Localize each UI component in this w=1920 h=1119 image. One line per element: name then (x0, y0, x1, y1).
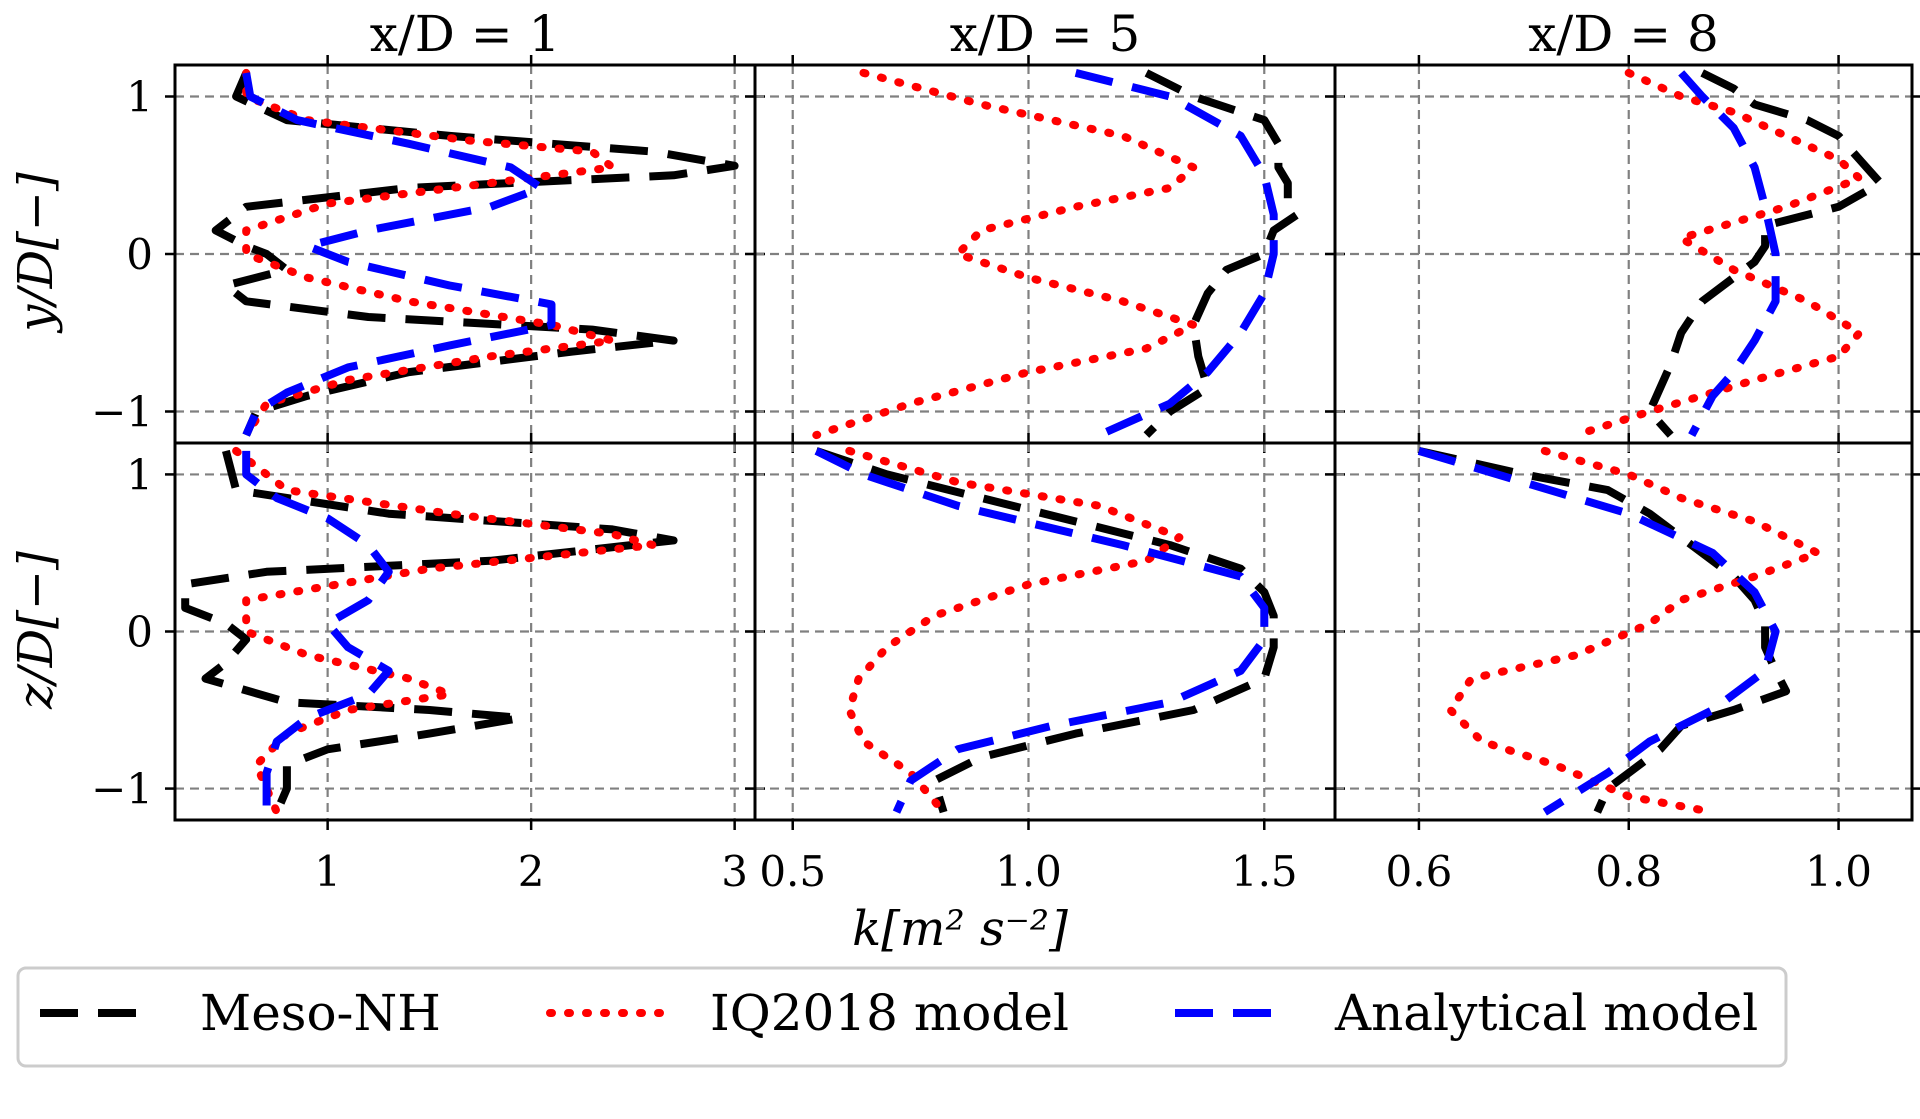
x-tick-label: 1.0 (1805, 847, 1872, 896)
series-line-meso-nh (211, 71, 739, 437)
panel-2: x/D = 5 (745, 5, 1345, 453)
row-ylabels: y/D[−] z/D[−] (8, 172, 64, 710)
legend-label: Analytical model (1334, 984, 1758, 1042)
legend-label: IQ2018 model (710, 984, 1069, 1042)
series-group (812, 68, 1302, 440)
panel-title: x/D = 8 (1528, 5, 1719, 63)
series-group (211, 68, 739, 440)
series-line-meso-nh (1418, 446, 1791, 814)
series-group (1572, 68, 1885, 440)
series-line-iq2018-model (812, 68, 1198, 440)
x-tick-label: 0.8 (1595, 847, 1662, 896)
x-tick-label: 1.5 (1231, 847, 1298, 896)
panel-6: 0.6 0.8 1.0 (1325, 433, 1920, 896)
panel-3: x/D = 8 (1325, 5, 1920, 453)
panel-5: 0.5 1.0 1.5 (745, 433, 1345, 896)
legend-frame (16, 966, 1788, 1068)
ylabel-row1: y/D[−] (8, 172, 64, 334)
x-tick-label: 1.0 (995, 847, 1062, 896)
series-line-iq2018-model (1446, 446, 1822, 817)
y-tick-label: 1 (126, 73, 153, 122)
series-line-meso-nh (1645, 69, 1885, 438)
panel-1: −1 0 1 x/D = 1 (91, 5, 765, 453)
panel-4: 1 2 3 −1 0 1 (91, 433, 765, 896)
panels-group: −1 0 1 x/D = 1 x/D = 5 x/D = 8 1 2 3 −1 0 1 0.5 1.0 1.… (91, 5, 1920, 896)
legend-label: Meso-NH (200, 984, 441, 1042)
x-tick-label: 2 (518, 847, 545, 896)
ylabel-row2: z/D[−] (8, 551, 64, 710)
series-group (1417, 446, 1822, 817)
series-line-meso-nh (181, 449, 678, 814)
shared-xlabel: k[m² s⁻²] (852, 901, 1068, 957)
legend: Meso-NH IQ2018 model Analytical model (16, 966, 1788, 1068)
series-line-analytical-model (242, 450, 393, 813)
series-line-analytical-model (242, 72, 556, 437)
y-tick-label: −1 (91, 388, 153, 437)
series-line-iq2018-model (1572, 68, 1864, 440)
series-line-iq2018-model (232, 446, 658, 817)
panel-title: x/D = 5 (950, 5, 1141, 63)
panel-title: x/D = 1 (370, 5, 561, 63)
series-line-analytical-model (1417, 447, 1780, 816)
series-line-analytical-model (1678, 70, 1780, 437)
y-tick-label: −1 (91, 765, 153, 814)
x-tick-label: 0.6 (1386, 847, 1453, 896)
series-line-meso-nh (815, 447, 1278, 814)
series-line-analytical-model (1074, 69, 1278, 439)
series-line-analytical-model (814, 447, 1269, 814)
x-tick-label: 3 (721, 847, 748, 896)
x-tick-label: 1 (314, 847, 341, 896)
series-line-meso-nh (1143, 69, 1302, 438)
series-group (181, 446, 678, 817)
x-tick-label: 0.5 (759, 847, 826, 896)
y-tick-label: 0 (126, 608, 153, 657)
y-tick-label: 0 (126, 230, 153, 279)
series-line-iq2018-model (845, 446, 1184, 817)
y-tick-label: 1 (126, 450, 153, 499)
series-group (814, 446, 1278, 817)
